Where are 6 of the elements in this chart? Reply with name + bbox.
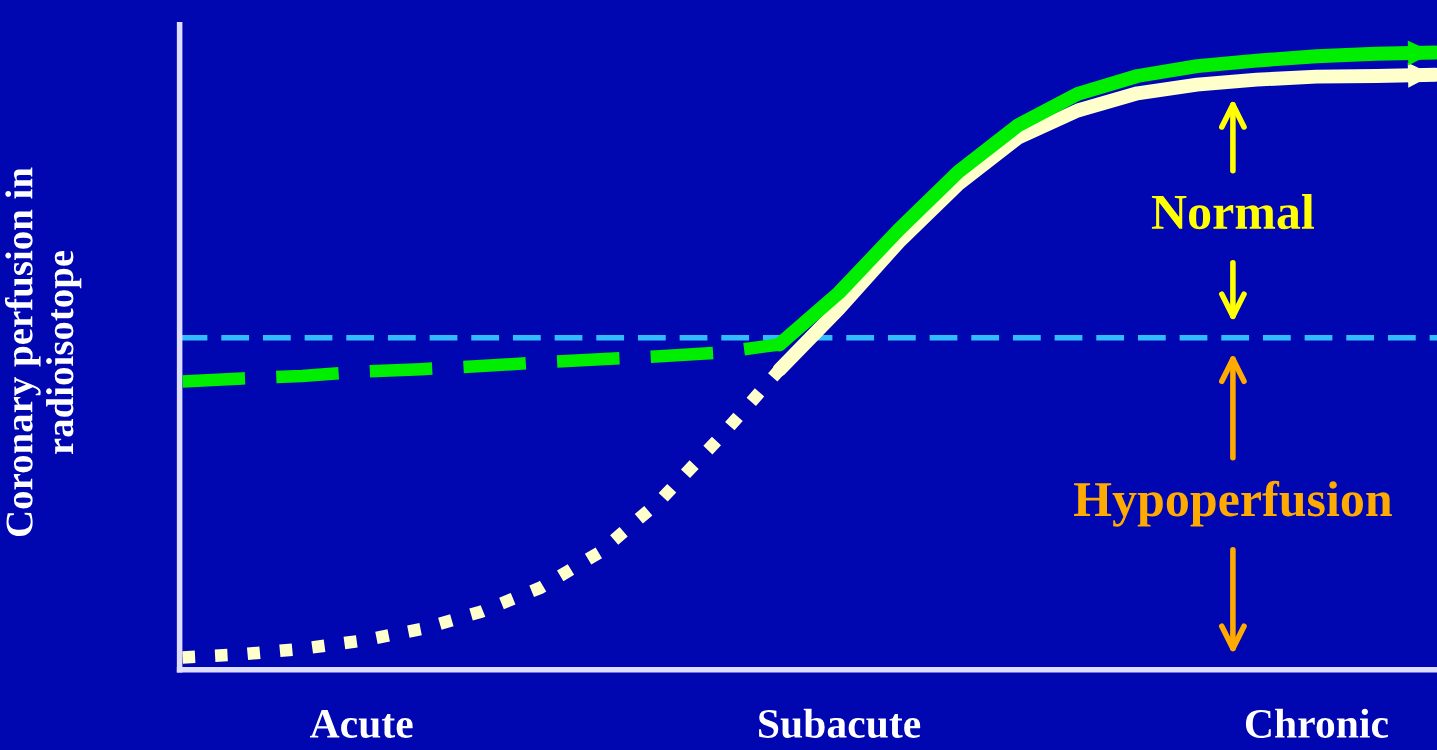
y-axis-title: Coronary perfusion in radioisotope — [4, 167, 82, 537]
x-tick-label: Chronic — [1245, 708, 1388, 738]
x-tick-label: Subacute — [759, 708, 921, 739]
annotation: Normal — [1151, 194, 1314, 230]
x-tick-label: Acute — [309, 710, 413, 739]
annotation: Hypoperfusion — [1074, 480, 1392, 527]
